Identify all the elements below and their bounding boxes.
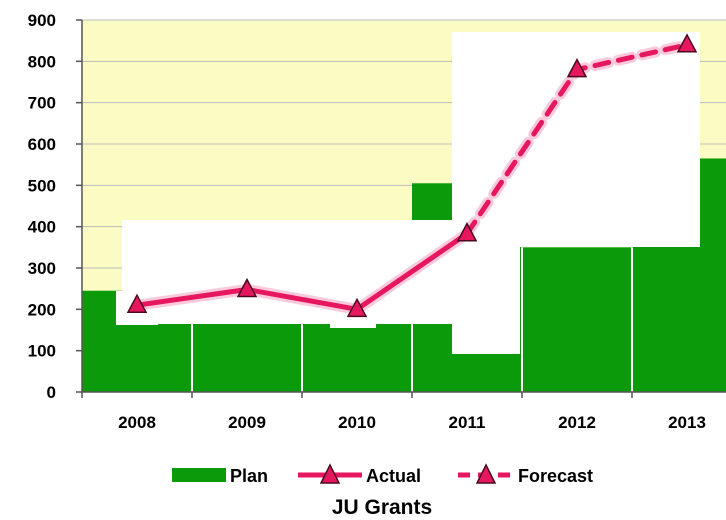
marker-actual [346,297,368,318]
x-tick-label: 2011 [449,413,486,432]
occlusion-box [122,220,480,324]
series-markers [126,33,698,318]
chart-title: JU Grants [332,496,432,519]
legend-marker-forecast [475,463,497,484]
y-tick-label: 100 [28,342,56,361]
series-line-actual [134,231,470,312]
y-axis-labels: 0 100 200 300 400 500 600 700 800 900 [28,11,56,402]
axes [76,19,726,398]
y-tick-label: 300 [28,259,56,278]
plan-bar [192,323,302,392]
x-tick-label: 2013 [668,413,706,432]
x-tick-label: 2008 [118,413,156,432]
y-tick-label: 800 [28,52,56,71]
plan-bar [522,247,632,392]
marker-forecast [676,33,698,53]
x-tick-label: 2009 [228,413,266,432]
legend: Plan Actual Forecast [172,463,593,486]
marker-forecast [456,222,478,242]
y-tick-label: 600 [28,135,56,154]
legend-item-forecast: Forecast [458,463,593,486]
y-tick-label: 200 [28,300,56,319]
legend-label-plan: Plan [230,466,268,486]
legend-item-actual: Actual [298,463,421,486]
marker-actual [126,293,148,313]
legend-label-actual: Actual [366,466,421,486]
legend-label-forecast: Forecast [518,466,593,486]
y-tick-label: 500 [28,176,56,195]
marker-actual [236,277,258,298]
y-tick-label: 900 [28,11,56,30]
occlusion-box [452,32,520,354]
y-tick-label: 400 [28,218,56,237]
x-tick-label: 2010 [338,413,376,432]
legend-swatch-plan [172,468,226,482]
marker-forecast [566,57,588,78]
plan-bar [302,323,412,392]
legend-marker-actual [319,463,341,484]
legend-item-plan: Plan [172,466,268,486]
x-axis-labels: 2008 2009 2010 2011 2012 2013 [118,413,706,432]
y-tick-label: 700 [28,94,56,113]
y-tick-label: 0 [47,383,56,402]
x-tick-label: 2012 [558,413,596,432]
